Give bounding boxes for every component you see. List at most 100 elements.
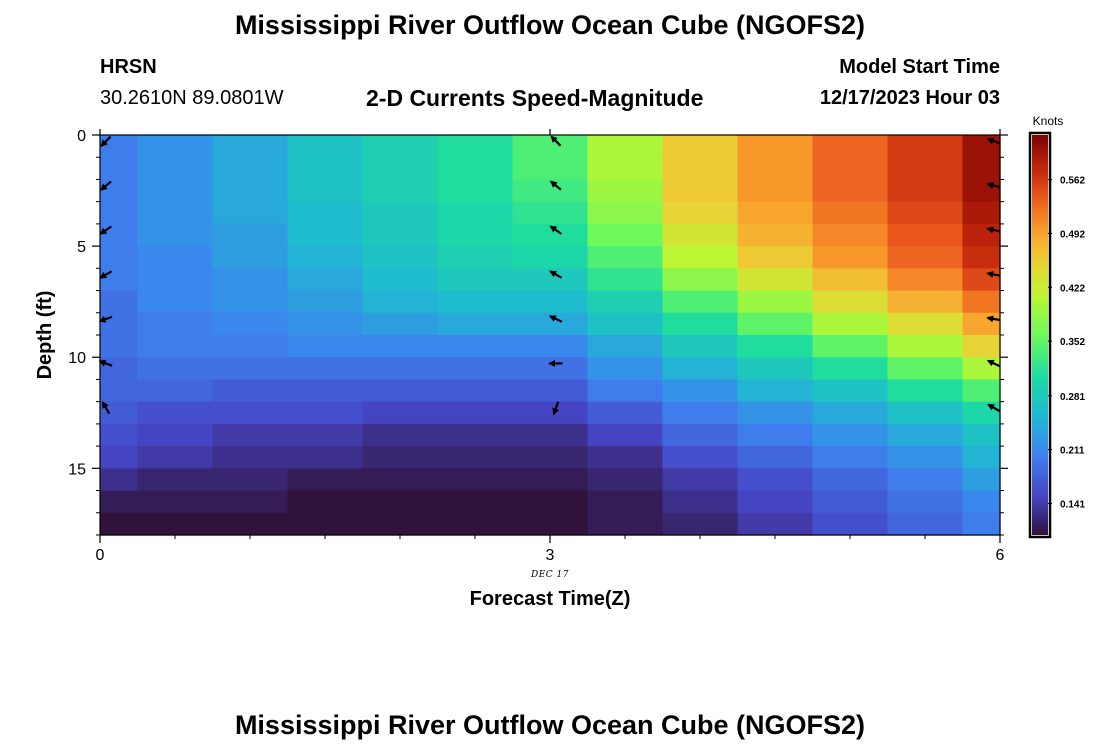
heatmap-cell	[437, 423, 514, 447]
station-coords: 30.2610N 89.0801W	[100, 87, 284, 109]
heatmap-cell	[587, 223, 664, 247]
heatmap-cell	[737, 468, 814, 492]
heatmap-cell	[962, 446, 1001, 469]
heatmap-cell	[587, 446, 664, 469]
heatmap-cell	[437, 135, 514, 158]
heatmap-cell	[587, 512, 664, 536]
current-vector-arrow	[552, 401, 560, 416]
heatmap-cell	[437, 379, 514, 403]
heatmap-cell	[587, 312, 664, 336]
heatmap-cell	[512, 468, 589, 492]
heatmap-cell	[662, 223, 739, 247]
heatmap-cell	[437, 357, 514, 381]
heatmap-cell	[512, 157, 589, 181]
heatmap-cell	[100, 268, 139, 292]
heatmap-cell	[287, 246, 364, 269]
heatmap-cell	[812, 135, 889, 158]
heatmap-cell	[287, 268, 364, 292]
heatmap-cell	[512, 223, 589, 247]
colorbar-tick-label: 0.211	[1060, 446, 1085, 457]
heatmap-cell	[287, 490, 364, 514]
heatmap-cell	[962, 512, 1001, 536]
heatmap-cell	[587, 401, 664, 425]
heatmap-cell	[812, 490, 889, 514]
heatmap-cell	[812, 157, 889, 181]
heatmap-cell	[362, 423, 439, 447]
heatmap-cell	[212, 446, 289, 469]
heatmap-cell	[512, 179, 589, 203]
heatmap-cell	[812, 379, 889, 403]
heatmap-cell	[887, 135, 964, 158]
y-axis-label: Depth (ft)	[34, 291, 56, 380]
heatmap-cell	[662, 268, 739, 292]
heatmap-cell	[812, 446, 889, 469]
heatmap-cell	[137, 223, 214, 247]
heatmap-cell	[737, 135, 814, 158]
heatmap-cell	[100, 312, 139, 336]
heatmap-cell	[137, 290, 214, 314]
y-tick-label: 5	[77, 239, 86, 256]
heatmap-cell	[812, 401, 889, 425]
colorbar-frame	[1028, 131, 1052, 539]
heatmap-cell	[287, 290, 364, 314]
current-vector-arrow	[986, 226, 1001, 234]
heatmap-cell	[962, 468, 1001, 492]
heatmap-cell	[512, 512, 589, 536]
heatmap-cell	[812, 357, 889, 381]
heatmap-cell	[587, 157, 664, 181]
heatmap-cell	[437, 335, 514, 358]
heatmap-cell	[137, 157, 214, 181]
heatmap-cell	[437, 290, 514, 314]
heatmap-cell	[212, 512, 289, 536]
heatmap-cell	[512, 201, 589, 225]
heatmap-cell	[212, 223, 289, 247]
heatmap-cell	[737, 357, 814, 381]
heatmap-cell	[137, 357, 214, 381]
heatmap-cell	[587, 357, 664, 381]
heatmap-cell	[100, 490, 139, 514]
heatmap-cell	[437, 401, 514, 425]
heatmap-cell	[887, 468, 964, 492]
heatmap-cell	[962, 246, 1001, 269]
heatmap-cell	[812, 335, 889, 358]
heatmap-cell	[887, 290, 964, 314]
heatmap-cell	[100, 446, 139, 469]
model-start-label: Model Start Time	[839, 56, 1000, 78]
heatmap-cell	[662, 468, 739, 492]
heatmap-cell	[662, 401, 739, 425]
heatmap-cell	[737, 290, 814, 314]
heatmap-cell	[212, 268, 289, 292]
heatmap-cell	[587, 290, 664, 314]
heatmap-cell	[212, 401, 289, 425]
heatmap-cell	[362, 335, 439, 358]
colorbar-tick-label: 0.422	[1060, 283, 1085, 294]
heatmap-cell	[100, 290, 139, 314]
heatmap-cell	[512, 379, 589, 403]
heatmap-cell	[662, 135, 739, 158]
heatmap-cell	[437, 179, 514, 203]
current-vector-arrow	[986, 270, 1001, 278]
heatmap-cell	[100, 468, 139, 492]
heatmap-cell	[512, 268, 589, 292]
heatmap-cell	[287, 401, 364, 425]
heatmap-cell	[362, 246, 439, 269]
heatmap-cell	[437, 157, 514, 181]
heatmap-cell	[362, 268, 439, 292]
heatmap-cell	[812, 290, 889, 314]
heatmap-cell	[887, 490, 964, 514]
heatmap-cell	[100, 246, 139, 269]
heatmap-cell	[437, 268, 514, 292]
heatmap-cell	[512, 312, 589, 336]
heatmap-cell	[362, 312, 439, 336]
heatmap-cells	[100, 135, 1001, 536]
heatmap-cell	[137, 268, 214, 292]
heatmap-cell	[887, 157, 964, 181]
heatmap-cell	[887, 446, 964, 469]
heatmap-cell	[887, 179, 964, 203]
heatmap-cell	[737, 223, 814, 247]
heatmap-cell	[737, 312, 814, 336]
current-vector-arrow	[98, 315, 113, 323]
heatmap-cell	[100, 335, 139, 358]
heatmap-cell	[212, 201, 289, 225]
